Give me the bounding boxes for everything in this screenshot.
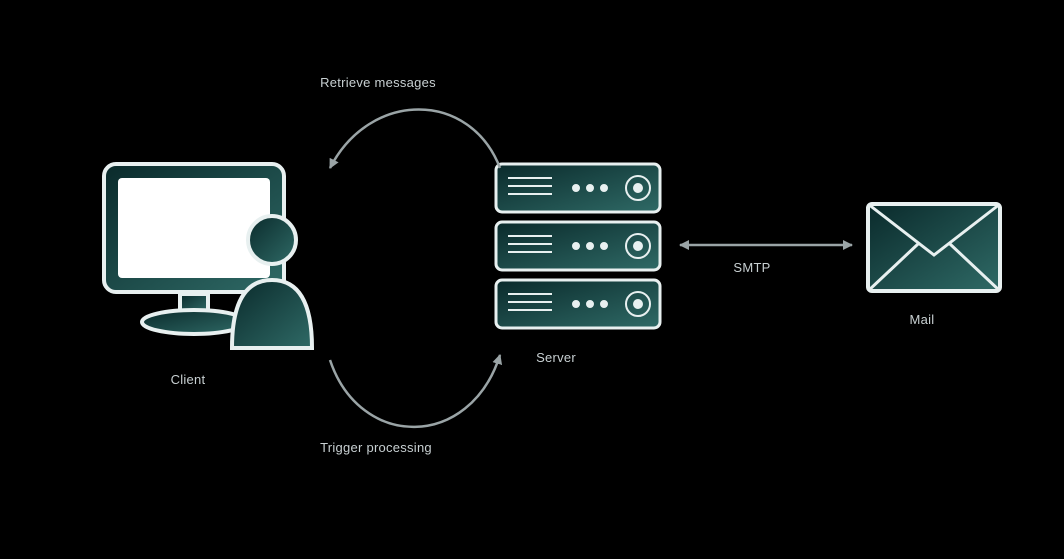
client-label: Client: [171, 372, 206, 387]
mail-label: Mail: [910, 312, 935, 327]
mail-icon: [864, 200, 1004, 295]
server-label: Server: [536, 350, 576, 365]
edge-retrieve: [330, 110, 500, 169]
client-icon: [100, 160, 320, 350]
mail-node: [864, 200, 1004, 295]
edge-retrieve-label: Retrieve messages: [320, 75, 436, 90]
server-node: [492, 160, 664, 332]
server-icon: [492, 160, 664, 332]
edge-trigger-label: Trigger processing: [320, 440, 432, 455]
edge-smtp-label: SMTP: [733, 260, 770, 275]
client-node: [100, 160, 320, 350]
diagram-stage: Client: [0, 0, 1064, 559]
edge-trigger: [330, 355, 500, 427]
